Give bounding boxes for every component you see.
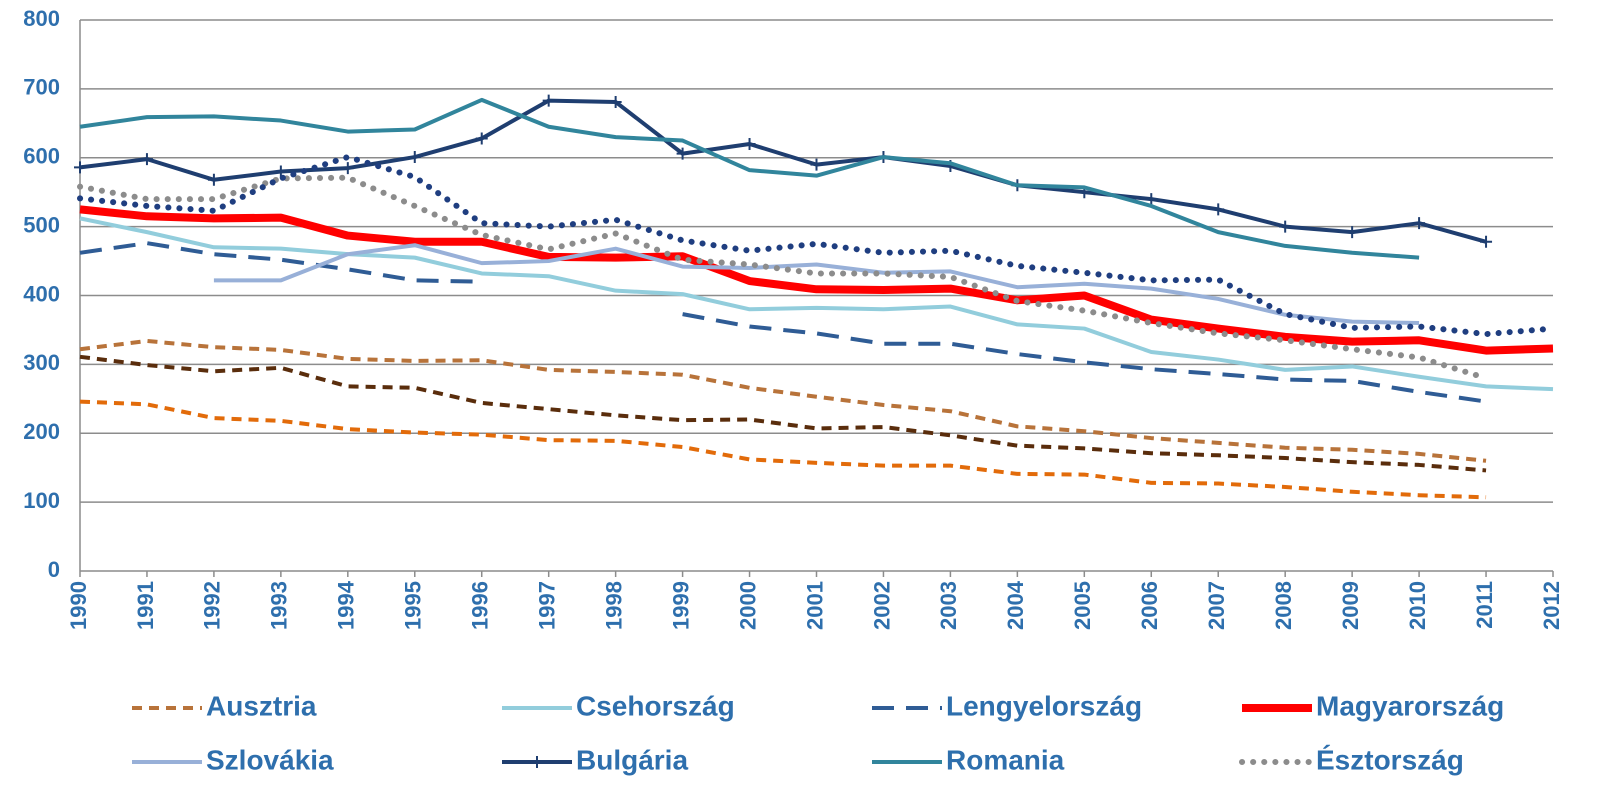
point-marker — [1212, 203, 1225, 216]
y-tick-label: 600 — [23, 144, 60, 169]
x-tick-label: 2001 — [802, 581, 827, 630]
legend-label: Lengyelország — [946, 690, 1142, 721]
y-tick-label: 700 — [23, 75, 60, 100]
x-tick-label: 2012 — [1539, 581, 1564, 630]
x-tick-label: 2003 — [936, 581, 961, 630]
x-tick-label: 2002 — [869, 581, 894, 630]
x-tick-label: 1994 — [334, 580, 359, 630]
y-tick-label: 100 — [23, 488, 60, 513]
series-line — [79, 338, 1487, 463]
series-line — [79, 354, 1487, 473]
legend-label: Bulgária — [576, 744, 688, 775]
x-tick-label: 1996 — [468, 581, 493, 630]
point-marker — [1413, 217, 1426, 230]
point-marker — [207, 173, 220, 186]
series-line — [213, 243, 1420, 326]
series-line — [79, 399, 1487, 500]
point-marker — [74, 161, 86, 174]
point-marker — [810, 158, 823, 171]
x-tick-label: 1991 — [133, 581, 158, 630]
legend-label: Magyarország — [1316, 690, 1504, 721]
series-line — [77, 154, 1556, 338]
point-marker — [1480, 235, 1493, 248]
x-tick-label: 2011 — [1472, 581, 1497, 629]
y-tick-label: 500 — [23, 212, 60, 237]
point-marker — [743, 137, 756, 150]
y-tick-label: 200 — [23, 419, 60, 444]
point-marker — [609, 95, 622, 108]
y-tick-label: 800 — [23, 6, 60, 31]
x-tick-label: 2008 — [1271, 581, 1296, 630]
legend-label: Csehország — [576, 690, 735, 721]
x-tick-label: 1999 — [668, 581, 693, 630]
point-marker — [475, 132, 488, 145]
legend-label: Romania — [946, 744, 1065, 775]
series-line — [79, 97, 1420, 260]
point-marker — [676, 147, 689, 160]
y-tick-label: 300 — [23, 350, 60, 375]
point-marker — [408, 151, 421, 164]
x-tick-label: 2009 — [1338, 581, 1363, 630]
x-tick-label: 1998 — [601, 581, 626, 630]
point-marker — [542, 94, 555, 107]
x-tick-label: 2005 — [1070, 581, 1095, 630]
y-tick-label: 0 — [48, 557, 60, 582]
x-tick-label: 1992 — [200, 581, 225, 630]
x-tick-label: 2007 — [1204, 581, 1229, 630]
x-tick-label: 1990 — [66, 581, 91, 630]
x-tick-label: 2006 — [1137, 581, 1162, 630]
point-marker — [1279, 220, 1292, 233]
x-tick-label: 2004 — [1003, 580, 1028, 630]
point-marker — [1145, 193, 1158, 206]
point-marker — [1346, 226, 1359, 239]
legend-marker — [531, 756, 543, 768]
series-line — [79, 216, 1554, 392]
point-marker — [341, 162, 354, 175]
legend-label: Ausztria — [206, 690, 317, 721]
legend-label: Észtország — [1316, 744, 1464, 775]
legend-label: Szlovákia — [206, 744, 334, 775]
x-tick-label: 1997 — [534, 581, 559, 630]
point-marker — [140, 153, 153, 166]
x-tick-label: 2010 — [1405, 581, 1430, 630]
series-line — [79, 205, 1554, 355]
x-tick-label: 1995 — [401, 581, 426, 630]
y-tick-label: 400 — [23, 281, 60, 306]
x-tick-label: 1993 — [267, 581, 292, 630]
x-tick-label: 2000 — [735, 581, 760, 630]
